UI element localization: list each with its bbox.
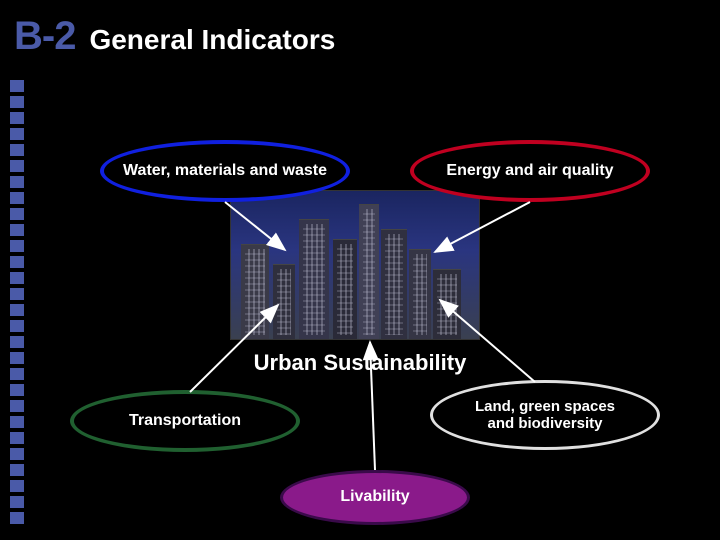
ellipse-land: Land, green spaces and biodiversity	[430, 380, 660, 450]
ellipse-water: Water, materials and waste	[100, 140, 350, 202]
center-label: Urban Sustainability	[254, 350, 467, 376]
ellipse-land-label: Land, green spaces and biodiversity	[475, 398, 615, 433]
city-image	[230, 190, 480, 340]
header: B-2 General Indicators	[14, 14, 335, 59]
ellipse-livability: Livability	[280, 470, 470, 525]
slide-title: General Indicators	[89, 24, 335, 56]
ellipse-transportation-label: Transportation	[129, 412, 241, 430]
slide-number: B-2	[14, 14, 75, 59]
ellipse-transportation: Transportation	[70, 390, 300, 452]
side-decoration	[10, 80, 28, 528]
ellipse-energy: Energy and air quality	[410, 140, 650, 202]
ellipse-water-label: Water, materials and waste	[123, 162, 327, 180]
ellipse-energy-label: Energy and air quality	[446, 162, 613, 180]
ellipse-livability-label: Livability	[340, 488, 409, 506]
